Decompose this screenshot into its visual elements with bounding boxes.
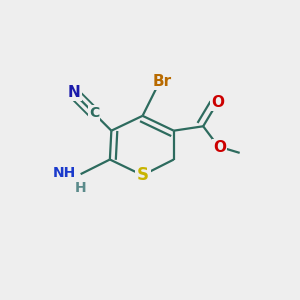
Text: O: O: [213, 140, 226, 155]
Text: C: C: [89, 106, 99, 120]
Text: Br: Br: [152, 74, 172, 89]
Text: H: H: [75, 182, 86, 195]
Text: O: O: [211, 95, 224, 110]
Text: S: S: [136, 166, 148, 184]
Text: N: N: [68, 85, 81, 100]
Text: NH: NH: [53, 166, 76, 180]
